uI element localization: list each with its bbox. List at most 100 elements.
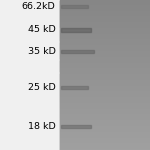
Bar	[60, 119, 150, 120]
Bar	[60, 51, 150, 52]
Bar	[60, 136, 150, 137]
Bar	[60, 47, 150, 48]
Bar	[60, 59, 150, 60]
Bar	[60, 11, 150, 12]
Bar	[60, 115, 150, 116]
Bar	[60, 89, 150, 90]
Bar	[60, 6, 150, 7]
Bar	[60, 85, 150, 86]
Bar	[60, 131, 150, 132]
Bar	[60, 121, 150, 122]
Bar	[60, 102, 150, 103]
Bar	[60, 50, 150, 51]
Bar	[60, 64, 150, 65]
Bar	[60, 50, 150, 51]
Bar	[60, 14, 150, 15]
Bar	[60, 44, 150, 45]
Bar	[60, 21, 150, 22]
Bar	[60, 38, 150, 39]
Bar	[60, 23, 150, 24]
Bar	[60, 19, 150, 20]
Bar	[60, 19, 150, 20]
Bar	[60, 8, 150, 9]
Bar	[60, 139, 150, 140]
Bar	[60, 82, 150, 83]
Bar	[60, 36, 150, 37]
Bar	[60, 59, 150, 60]
Bar	[60, 139, 150, 140]
Bar	[60, 20, 150, 21]
Bar	[60, 74, 150, 75]
Bar	[60, 80, 150, 81]
Bar	[60, 15, 150, 16]
Bar	[60, 29, 150, 30]
Bar	[61, 86, 88, 89]
Bar	[60, 63, 150, 64]
Bar	[60, 53, 150, 54]
Bar	[60, 140, 150, 141]
Bar	[60, 27, 150, 28]
Bar	[60, 73, 150, 74]
Bar	[60, 48, 150, 49]
Bar	[60, 40, 150, 41]
Bar	[60, 146, 150, 147]
Bar	[60, 111, 150, 112]
Bar	[60, 14, 150, 15]
Bar	[60, 13, 150, 14]
Bar	[60, 95, 150, 96]
Bar	[60, 93, 150, 94]
Bar	[60, 55, 150, 56]
Text: 25 kD: 25 kD	[28, 83, 56, 92]
Bar	[60, 1, 150, 2]
Bar	[60, 8, 150, 9]
Bar	[60, 128, 150, 129]
Bar	[60, 12, 150, 13]
Bar	[60, 81, 150, 82]
Bar	[60, 20, 150, 21]
Bar	[60, 46, 150, 47]
Text: 35 kD: 35 kD	[28, 47, 56, 56]
Bar	[60, 94, 150, 95]
Bar	[60, 124, 150, 125]
Bar	[60, 5, 150, 6]
Bar	[60, 118, 150, 119]
Bar	[60, 77, 150, 78]
Bar	[60, 114, 150, 115]
Bar	[60, 119, 150, 120]
Bar	[60, 9, 150, 10]
Bar	[60, 7, 150, 8]
Bar	[60, 89, 150, 90]
Bar	[60, 61, 150, 62]
Bar	[60, 131, 150, 132]
Bar	[60, 142, 150, 143]
Bar	[60, 55, 150, 56]
Bar	[60, 105, 150, 106]
Bar	[60, 7, 150, 8]
Bar	[60, 113, 150, 114]
Bar	[60, 71, 150, 72]
Bar	[60, 24, 150, 25]
Bar	[60, 106, 150, 107]
Bar	[60, 103, 150, 104]
Bar	[60, 122, 150, 123]
Bar	[60, 56, 150, 57]
Bar	[60, 133, 150, 134]
Bar	[60, 113, 150, 114]
Bar	[60, 140, 150, 141]
Bar	[60, 125, 150, 126]
Bar	[60, 54, 150, 55]
Bar	[61, 28, 91, 32]
Bar	[60, 149, 150, 150]
Bar	[60, 43, 150, 44]
Bar	[60, 18, 150, 19]
Bar	[60, 98, 150, 99]
Bar	[60, 143, 150, 144]
Bar	[60, 17, 150, 18]
Bar	[60, 92, 150, 93]
Bar	[60, 31, 150, 32]
Bar	[60, 66, 150, 67]
Bar	[60, 25, 150, 26]
Bar	[60, 49, 150, 50]
Bar	[60, 128, 150, 129]
Bar	[60, 32, 150, 33]
